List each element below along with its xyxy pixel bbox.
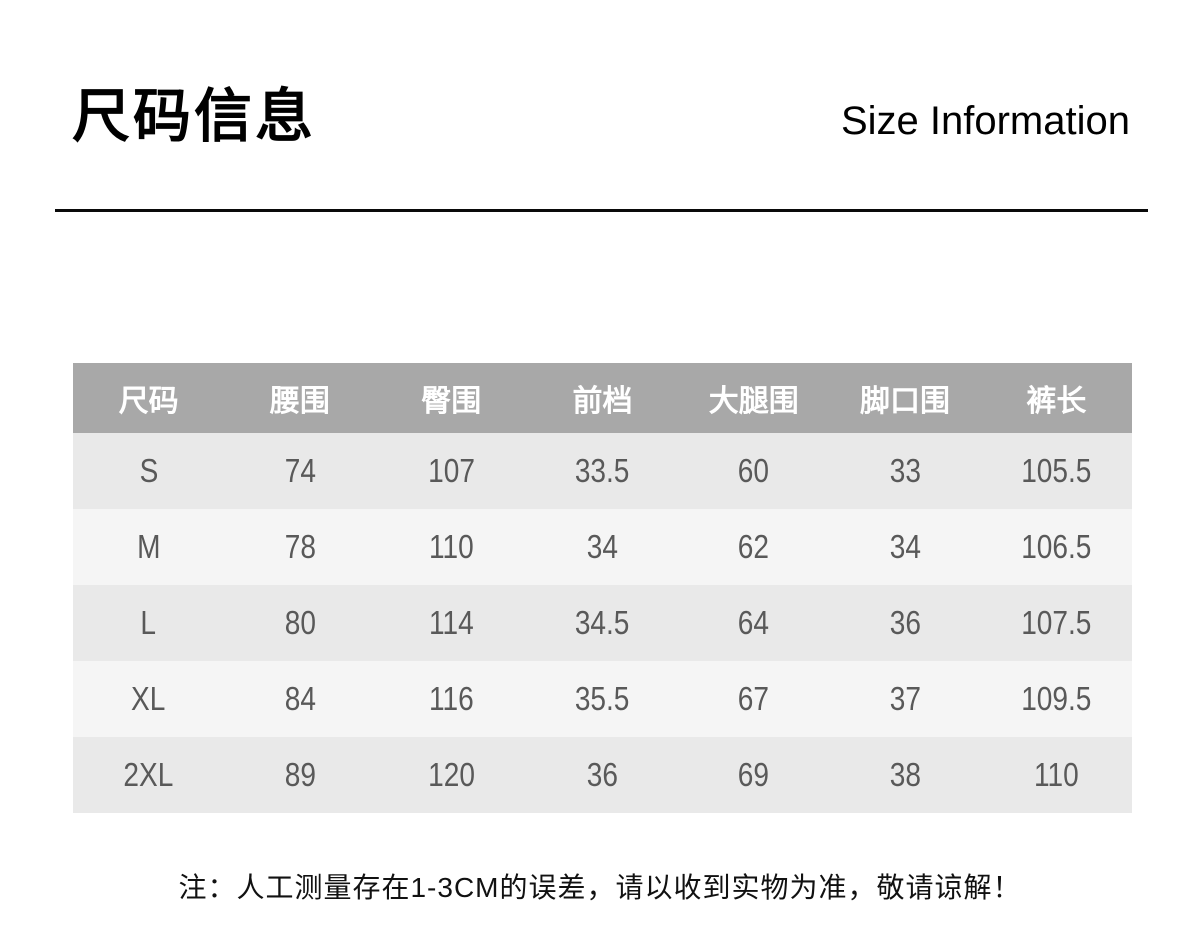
- table-cell: 74: [284, 452, 316, 489]
- table-cell: 60: [738, 452, 770, 489]
- page-title-english: Size Information: [840, 99, 1130, 143]
- table-header-row: 尺码 腰围 臀围 前档 大腿围 脚口围 裤长: [73, 363, 1132, 433]
- column-header-thigh: 大腿围: [678, 363, 830, 433]
- table-cell: 37: [889, 680, 921, 717]
- divider-line: [55, 209, 1148, 212]
- table-cell: 2XL: [123, 756, 174, 793]
- table-cell: 107.5: [1021, 604, 1092, 641]
- column-header-pant-length: 裤长: [980, 363, 1132, 433]
- table-cell: 36: [889, 604, 921, 641]
- column-header-waist: 腰围: [224, 363, 376, 433]
- table-cell: M: [136, 528, 161, 565]
- table-cell: 116: [428, 680, 474, 717]
- table-row-xl: XL 84 116 35.5 67 37 109.5: [73, 661, 1132, 737]
- table-cell: 34: [889, 528, 921, 565]
- table-cell: 110: [1033, 756, 1079, 793]
- size-table-head: 尺码 腰围 臀围 前档 大腿围 脚口围 裤长: [73, 363, 1132, 433]
- table-cell: 78: [284, 528, 316, 565]
- table-cell: 34: [586, 528, 619, 565]
- column-header-leg-opening: 脚口围: [829, 363, 981, 433]
- column-header-hip: 臀围: [375, 363, 527, 433]
- table-cell: 84: [284, 680, 316, 717]
- table-cell: 107: [427, 452, 475, 489]
- table-cell: 35.5: [575, 680, 630, 717]
- size-table-body: S 74 107 33.5 60 33 105.5 M 78 110 34 62…: [73, 433, 1132, 813]
- table-cell: 110: [428, 528, 474, 565]
- table-cell: XL: [131, 680, 166, 717]
- table-cell: 89: [284, 756, 316, 793]
- table-row-2xl: 2XL 89 120 36 69 38 110: [73, 737, 1132, 813]
- measurement-note: 注：人工测量存在1-3CM的误差，请以收到实物为准，敬请谅解！: [178, 872, 1022, 903]
- table-row-l: L 80 114 34.5 64 36 107.5: [73, 585, 1132, 661]
- table-cell: 33: [889, 452, 921, 489]
- table-cell: 109.5: [1021, 680, 1092, 717]
- table-cell: 105.5: [1021, 452, 1092, 489]
- table-cell: 69: [738, 756, 770, 793]
- table-cell: 67: [738, 680, 770, 717]
- table-row-s: S 74 107 33.5 60 33 105.5: [73, 433, 1132, 509]
- table-row-m: M 78 110 34 62 34 106.5: [73, 509, 1132, 585]
- table-cell: 114: [428, 604, 474, 641]
- page-title: 尺码信息: [72, 84, 317, 149]
- table-cell: 106.5: [1021, 528, 1092, 565]
- table-cell: 38: [889, 756, 921, 793]
- table-cell: 62: [738, 528, 770, 565]
- size-table: 尺码 腰围 臀围 前档 大腿围 脚口围 裤长 S 74 107 33.5 60 …: [73, 363, 1132, 813]
- table-cell: 34.5: [575, 604, 630, 641]
- table-cell: 64: [738, 604, 770, 641]
- table-cell: S: [139, 452, 158, 489]
- table-cell: L: [140, 604, 157, 641]
- table-cell: 36: [586, 756, 619, 793]
- column-header-size: 尺码: [73, 363, 225, 433]
- column-header-front-rise: 前档: [526, 363, 679, 433]
- table-cell: 80: [284, 604, 316, 641]
- table-cell: 33.5: [575, 452, 630, 489]
- table-cell: 120: [427, 756, 475, 793]
